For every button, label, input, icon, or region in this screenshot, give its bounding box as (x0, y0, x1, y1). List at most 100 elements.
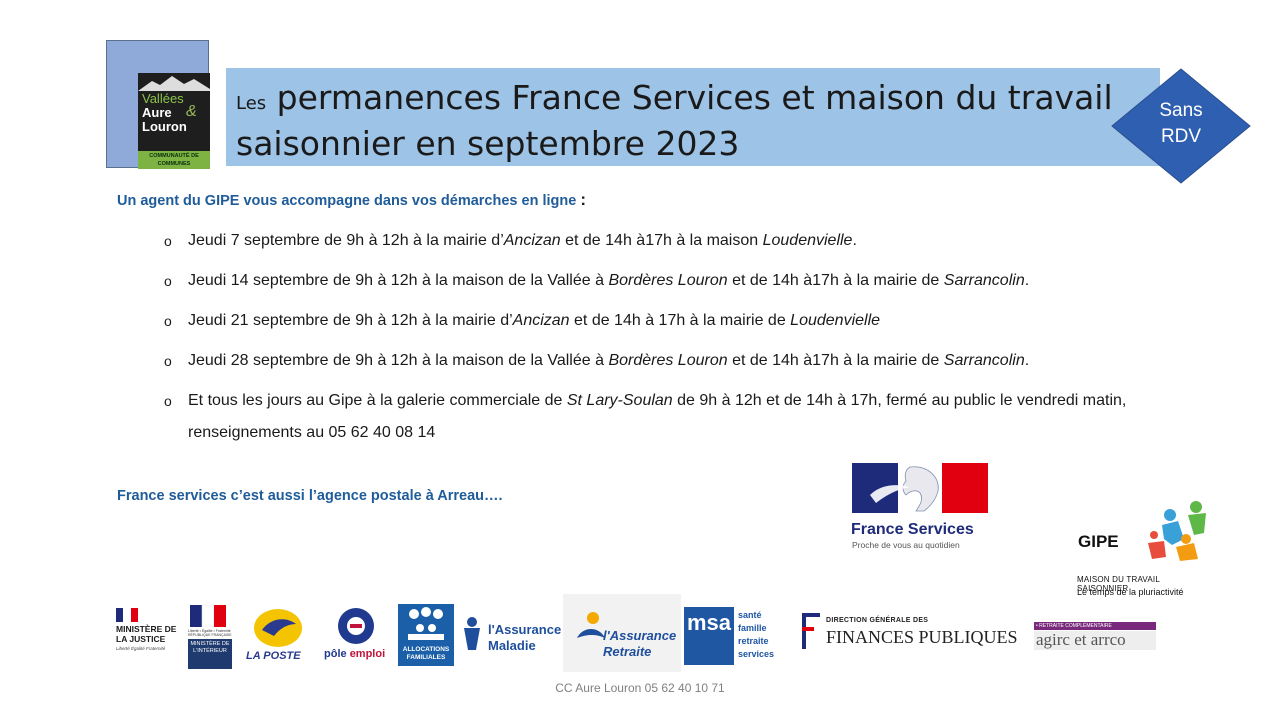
schedule-text: Jeudi 28 septembre de 9h à 12h à la mais… (188, 352, 609, 369)
footer-contact: CC Aure Louron 05 62 40 10 71 (555, 681, 725, 695)
justice-label: MINISTÈRE DE LA JUSTICE (116, 624, 177, 644)
schedule-place: Sarrancolin (943, 352, 1025, 369)
la-poste-label: LA POSTE (246, 650, 301, 662)
schedule-text: et de 14h à17h à la mairie de (727, 272, 944, 289)
vallees-aure-louron-logo: Vallées Aure & Louron COMMUNAUTÉ DE COMM… (138, 73, 210, 169)
agirc-arrco-logo: • RETRAITE COMPLÉMENTAIRE agirc et arrco (1034, 622, 1156, 650)
schedule-item: o Jeudi 21 septembre de 9h à 12h à la mai… (160, 305, 1240, 337)
marianne-icon (852, 463, 988, 513)
schedule-text: Jeudi 14 septembre de 9h à 12h à la mais… (188, 272, 609, 289)
justice-motto: Liberté Égalité Fraternité (116, 646, 166, 651)
assurance-retraite-logo: l'Assurance Retraite (563, 594, 681, 672)
assurance-maladie-line-2: Maladie (488, 638, 536, 653)
msa-word: famille (738, 623, 767, 633)
schedule-text: Jeudi 7 septembre de 9h à 12h à la mairi… (188, 232, 504, 249)
title-prefix: Les (236, 93, 267, 114)
schedule-place: Ancizan (503, 232, 561, 249)
assurance-maladie-figure-icon (464, 617, 480, 650)
justice-logo: MINISTÈRE DE LA JUSTICE Liberté Égalité … (112, 606, 182, 666)
france-services-tagline: Proche de vous au quotidien (852, 540, 960, 550)
schedule-text: et de 14h à17h à la mairie de (727, 352, 944, 369)
logo-line-2: Aure (142, 105, 172, 120)
people-figures-icon (1148, 501, 1206, 561)
msa-word: services (738, 649, 775, 659)
schedule-text: . (852, 232, 857, 249)
agirc-bar: • RETRAITE COMPLÉMENTAIRE (1034, 622, 1156, 630)
intro-colon: : (580, 190, 586, 209)
gipe-subtitle: MAISON DU TRAVAIL SAISONNIER (1077, 575, 1160, 593)
bullet-icon: o (164, 273, 172, 289)
schedule-text: de 9h à 12h et de 14h à 17h, fermé au pu… (188, 392, 1127, 441)
schedule-text: et de 14h à 17h à la mairie de (569, 312, 791, 329)
dgfip-f-icon (802, 613, 820, 649)
mountain-icon (138, 76, 210, 91)
schedule-item: o Jeudi 7 septembre de 9h à 12h à la mair… (160, 225, 1240, 257)
pole-emploi-label: pôle emploi (324, 648, 385, 660)
msa-word: santé (738, 610, 762, 620)
bullet-icon: o (164, 233, 172, 249)
assurance-retraite-line-1: l'Assurance (603, 628, 677, 643)
logo-line-3: Louron (142, 119, 187, 134)
schedule-place: Ancizan (512, 312, 570, 329)
gipe-name: GIPE (1078, 532, 1119, 551)
pole-emploi-logo: pôle emploi (320, 606, 390, 666)
schedule-item: o Jeudi 14 septembre de 9h à 12h à la mai… (160, 265, 1240, 297)
outro-text: France services c’est aussi l’agence pos… (117, 488, 503, 504)
intro-text: Un agent du GIPE vous accompagne dans vo… (117, 190, 586, 210)
schedule-text: Jeudi 21 septembre de 9h à 12h à la mair… (188, 312, 513, 329)
title-main: permanences France Services et maison du… (236, 78, 1113, 163)
assurance-retraite-figure-icon (577, 612, 605, 638)
agirc-name: agirc et arrco (1034, 631, 1156, 650)
pole-emploi-icon (338, 608, 374, 644)
schedule-place: Bordères Louron (608, 352, 728, 369)
schedule-text: . (1024, 352, 1030, 369)
pole-emploi-label-a: pôle (324, 648, 347, 660)
assurance-maladie-line-1: l'Assurance (488, 622, 562, 637)
logo-ampersand: & (186, 103, 197, 120)
france-services-name: France Services (851, 521, 974, 538)
gipe-logo: GIPE MAISON DU TRAVAIL SAISONNIER Le tem… (1068, 495, 1213, 605)
la-poste-bird-icon (254, 609, 302, 647)
schedule-item: o Et tous les jours au Gipe à la galerie … (160, 385, 1240, 449)
dgfip-logo: DIRECTION GÉNÉRALE DES FINANCES PUBLIQUE… (796, 607, 1026, 657)
logo-subtitle: COMMUNAUTÉ DE COMMUNES (138, 151, 210, 169)
sans-rdv-badge: Sans RDV (1111, 68, 1251, 184)
page-title: Les permanences France Services et maiso… (236, 78, 1116, 164)
intro-sentence: Un agent du GIPE vous accompagne dans vo… (117, 193, 577, 209)
interieur-motto: Liberté • Égalité • Fraternité RÉPUBLIQU… (188, 629, 232, 637)
schedule-place: Loudenvielle (762, 232, 853, 249)
badge-line-2: RDV (1160, 126, 1202, 147)
french-flag-icon (190, 605, 226, 627)
pole-emploi-label-b: emploi (349, 648, 386, 660)
title-banner: Les permanences France Services et maiso… (226, 68, 1160, 166)
msa-word: retraite (738, 636, 769, 646)
interieur-logo: Liberté • Égalité • Fraternité RÉPUBLIQU… (186, 603, 234, 669)
schedule-place: Loudenvielle (790, 312, 881, 329)
schedule-text: Et tous les jours au Gipe à la galerie c… (188, 392, 567, 409)
msa-box: msa (684, 607, 734, 665)
logo-frame: Vallées Aure & Louron COMMUNAUTÉ DE COMM… (106, 40, 210, 169)
bullet-icon: o (164, 393, 172, 409)
interieur-label: MINISTÈRE DE L'INTÉRIEUR (188, 639, 232, 669)
bullet-icon: o (164, 313, 172, 329)
diamond-shape-icon (1111, 68, 1251, 184)
assurance-retraite-line-2: Retraite (603, 644, 652, 659)
badge-line-1: Sans (1159, 100, 1203, 121)
msa-words: santé famille retraite services (738, 609, 774, 661)
schedule-item: o Jeudi 28 septembre de 9h à 12h à la mai… (160, 345, 1240, 377)
schedule-list: o Jeudi 7 septembre de 9h à 12h à la mair… (160, 225, 1240, 457)
schedule-text: . (1024, 272, 1030, 289)
caf-logo: ALLOCATIONS FAMILIALES (398, 604, 454, 666)
bullet-icon: o (164, 353, 172, 369)
msa-logo: msa santé famille retraite services (684, 607, 792, 665)
badge-text: Sans RDV (1111, 98, 1251, 150)
dgfip-line-2: FINANCES PUBLIQUES (826, 627, 1018, 647)
logo-line-1: Vallées (142, 91, 184, 106)
french-flag-icon (116, 608, 138, 622)
caf-label: ALLOCATIONS FAMILIALES (402, 646, 450, 661)
schedule-place: Sarrancolin (943, 272, 1025, 289)
assurance-maladie-logo: l'Assurance Maladie (456, 604, 562, 666)
la-poste-logo: LA POSTE (242, 606, 314, 666)
schedule-place: Bordères Louron (608, 272, 728, 289)
france-services-logo: France Services Proche de vous au quotid… (840, 455, 1000, 560)
